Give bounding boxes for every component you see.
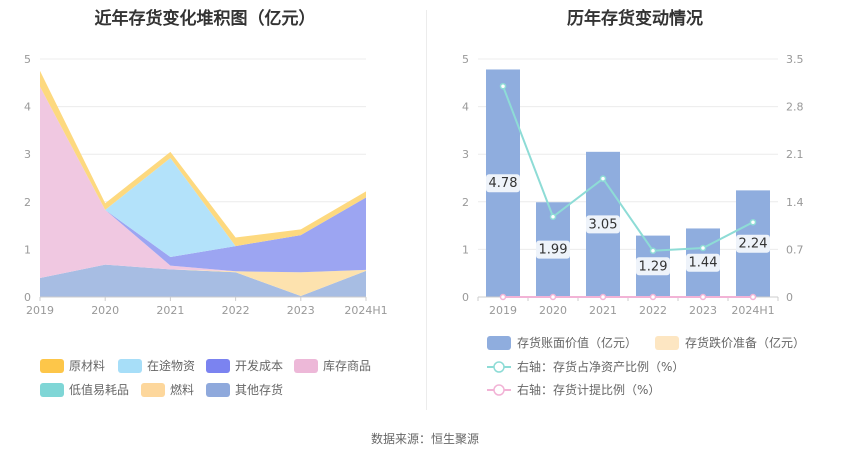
line-point xyxy=(699,244,707,252)
legend-swatch xyxy=(40,383,64,397)
legend-swatch xyxy=(206,383,230,397)
bar-value-label: 3.05 xyxy=(589,217,618,232)
x-tick-label: 2023 xyxy=(287,304,315,317)
x-tick-label: 2020 xyxy=(539,304,567,317)
x-tick-label: 2021 xyxy=(156,304,184,317)
line-point xyxy=(649,247,657,255)
bar-label-bg xyxy=(586,215,620,234)
line-point xyxy=(649,293,657,301)
y-right-tick-label: 2.1 xyxy=(786,148,804,161)
bar-label-bg xyxy=(686,253,720,272)
legend-label: 存货账面价值（亿元） xyxy=(517,335,637,350)
line-point xyxy=(499,293,507,301)
y-left-tick-label: 1 xyxy=(462,243,469,256)
x-tick-label: 2024H1 xyxy=(344,304,387,317)
legend-label: 开发成本 xyxy=(235,358,283,373)
legend-swatch xyxy=(40,359,64,373)
legend-label: 燃料 xyxy=(170,382,194,397)
x-tick-label: 2019 xyxy=(489,304,517,317)
y-left-tick-label: 0 xyxy=(462,291,469,304)
y-tick-label: 0 xyxy=(24,291,31,304)
data-source: 数据来源：恒生聚源 xyxy=(370,432,479,446)
legend-label: 库存商品 xyxy=(323,358,371,373)
bar-value-label: 1.29 xyxy=(639,259,668,274)
bar-value-label: 1.44 xyxy=(689,256,718,271)
y-right-tick-label: 0 xyxy=(786,291,793,304)
line-point xyxy=(499,82,507,90)
legend-swatch xyxy=(487,336,511,350)
bar-label-bg xyxy=(486,174,520,193)
x-tick-label: 2022 xyxy=(222,304,250,317)
legend-swatch xyxy=(141,383,165,397)
x-tick-label: 2023 xyxy=(689,304,717,317)
chart-divider xyxy=(426,10,427,410)
bar-label-bg xyxy=(636,257,670,276)
y-tick-label: 3 xyxy=(24,148,31,161)
legend-swatch xyxy=(655,336,679,350)
line-point xyxy=(549,293,557,301)
bar-value-label: 1.99 xyxy=(539,243,568,258)
legend-label: 其他存货 xyxy=(235,382,283,397)
line-右轴：存货占净资产比例（%） xyxy=(502,85,754,252)
x-tick-label: 2019 xyxy=(26,304,54,317)
y-right-tick-label: 2.8 xyxy=(786,101,804,114)
bar-value-label: 2.24 xyxy=(739,237,768,252)
y-right-tick-label: 3.5 xyxy=(786,53,804,66)
bar-value-label: 4.78 xyxy=(489,176,518,191)
x-tick-label: 2024H1 xyxy=(731,304,774,317)
y-left-tick-label: 5 xyxy=(462,53,469,66)
bar-label-bg xyxy=(736,234,770,253)
area-库存商品 xyxy=(40,86,366,278)
x-tick-label: 2020 xyxy=(91,304,119,317)
legend-label: 右轴：存货计提比例（%） xyxy=(517,382,660,397)
line-point xyxy=(599,175,607,182)
line-point xyxy=(549,213,557,221)
legend-label: 右轴：存货占净资产比例（%） xyxy=(517,359,684,374)
line-point xyxy=(749,218,757,226)
legend-label: 低值易耗品 xyxy=(69,382,129,397)
area-在途物资 xyxy=(40,86,366,258)
area-开发成本 xyxy=(40,86,366,273)
x-tick-label: 2022 xyxy=(639,304,667,317)
legend-swatch xyxy=(294,359,318,373)
y-left-tick-label: 3 xyxy=(462,148,469,161)
y-tick-label: 2 xyxy=(24,196,31,209)
left-chart-title: 近年存货变化堆积图（亿元） xyxy=(94,9,316,29)
x-tick-label: 2021 xyxy=(589,304,617,317)
y-left-tick-label: 2 xyxy=(462,196,469,209)
y-tick-label: 5 xyxy=(24,53,31,66)
line-point xyxy=(599,293,607,301)
bar-label-bg xyxy=(536,240,570,259)
line-point xyxy=(699,293,707,301)
y-left-tick-label: 4 xyxy=(462,101,469,114)
legend-swatch-marker xyxy=(493,384,505,396)
y-tick-label: 1 xyxy=(24,243,31,256)
line-point xyxy=(749,293,757,301)
y-tick-label: 4 xyxy=(24,101,31,114)
stacked-area-chart: 0 1 2 3 4 5 2019 2020 2021 2022 2023 2024H1 原材料 在途物资 开… xyxy=(24,53,388,397)
right-chart-title: 历年存货变动情况 xyxy=(567,9,703,29)
legend-swatch-marker xyxy=(493,361,505,373)
y-right-tick-label: 0.7 xyxy=(786,243,804,256)
area-其他存货 xyxy=(40,264,366,297)
legend-label: 在途物资 xyxy=(147,358,195,373)
bar-line-chart: 0 1 2 3 4 5 0 0.7 1.4 2.1 2.8 3.5 2019 2020 2021 2022 20… xyxy=(462,53,805,397)
legend-swatch xyxy=(118,359,142,373)
legend-swatch xyxy=(206,359,230,373)
legend-label: 原材料 xyxy=(69,359,105,373)
area-燃料 xyxy=(40,264,366,297)
legend-label: 存货跌价准备（亿元） xyxy=(685,335,805,350)
y-right-tick-label: 1.4 xyxy=(786,196,804,209)
